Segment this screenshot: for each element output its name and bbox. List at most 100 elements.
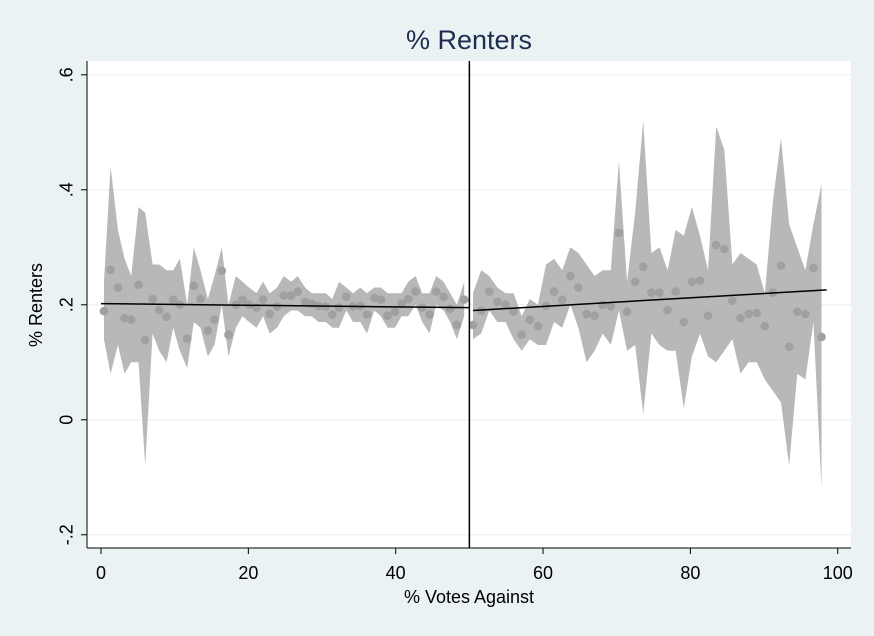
bin-point (663, 305, 672, 315)
bin-point (728, 296, 737, 306)
bin-point (162, 312, 171, 322)
bin-point (196, 294, 205, 304)
bin-point (590, 311, 599, 321)
bin-point (182, 334, 192, 344)
bin-point (517, 330, 526, 339)
bin-point (238, 295, 247, 304)
x-tick-label: 60 (533, 563, 553, 583)
x-tick-label: 20 (238, 563, 258, 583)
y-tick-label: .6 (57, 67, 77, 82)
bin-point (468, 320, 478, 330)
bin-point (328, 310, 337, 319)
bin-point (622, 307, 632, 316)
bin-point (224, 330, 233, 339)
bin-point (582, 309, 591, 319)
bin-point (362, 310, 372, 319)
bin-point (533, 321, 543, 331)
bin-point (265, 309, 275, 319)
bin-point (484, 287, 494, 296)
bin-point (272, 302, 282, 311)
bin-point (671, 287, 680, 296)
bin-point (809, 263, 818, 273)
y-tick-label: 0 (57, 415, 77, 425)
bin-point (217, 266, 227, 276)
y-tick-label: .4 (57, 182, 77, 197)
bin-point (817, 332, 826, 342)
bin-point (106, 265, 115, 275)
bin-point (445, 304, 455, 314)
bin-point (342, 292, 351, 302)
bin-point (566, 271, 575, 281)
x-tick-label: 100 (823, 563, 853, 583)
bin-point (452, 320, 462, 330)
x-tick-label: 80 (680, 563, 700, 583)
bin-point (411, 287, 420, 296)
bin-point (760, 321, 770, 331)
bin-point (574, 283, 583, 292)
confidence-band (103, 166, 465, 466)
bin-point (300, 297, 310, 307)
bin-point (557, 295, 567, 304)
bin-point (776, 261, 786, 270)
fit-line (100, 302, 470, 309)
bin-point (655, 288, 664, 298)
y-tick-label: -.2 (57, 524, 77, 545)
bin-point (390, 307, 400, 316)
bin-point (210, 315, 219, 325)
x-tick-label: 0 (96, 563, 106, 583)
bin-point (120, 313, 129, 323)
bin-point (425, 310, 434, 319)
bin-point (134, 280, 143, 289)
bin-point (493, 297, 502, 307)
bin-point (792, 307, 802, 316)
confidence-band (473, 120, 822, 489)
bin-point (376, 295, 386, 304)
bin-point (431, 287, 441, 296)
x-axis-label: % Votes Against (404, 587, 534, 607)
bin-point (736, 313, 745, 323)
bin-point (334, 303, 344, 312)
bin-point (614, 228, 624, 238)
bin-point (752, 308, 761, 318)
bin-point (113, 283, 123, 292)
bin-point (784, 342, 794, 352)
bin-point (695, 276, 705, 285)
bin-point (286, 291, 296, 300)
bin-point (711, 240, 721, 250)
bin-point (719, 244, 729, 254)
x-tick-label: 40 (386, 563, 406, 583)
bin-point (638, 262, 648, 272)
bin-point (687, 277, 697, 287)
bin-point (397, 299, 406, 308)
y-axis-label: % Renters (26, 263, 46, 347)
bin-point (606, 302, 616, 311)
bin-point (189, 281, 199, 291)
bin-point (630, 277, 640, 287)
bin-point (439, 292, 448, 302)
bin-point (370, 293, 379, 303)
fit-line (473, 289, 827, 312)
bin-point (703, 311, 713, 321)
bin-point (501, 300, 510, 310)
chart-title: % Renters (406, 25, 532, 55)
bin-point (525, 315, 535, 325)
bin-point (549, 287, 559, 296)
bin-point (154, 305, 164, 315)
bin-point (279, 291, 289, 300)
y-tick-label: .2 (57, 297, 77, 312)
bin-point (403, 294, 413, 304)
bin-point (126, 315, 136, 325)
bin-point (679, 317, 689, 327)
bin-point (383, 311, 392, 321)
bin-point (258, 295, 268, 304)
bin-point (509, 307, 518, 316)
bin-point (148, 294, 157, 304)
bin-point (647, 288, 656, 298)
bin-point (168, 295, 178, 304)
bin-point (99, 306, 109, 316)
bin-point (140, 335, 150, 345)
bin-point (801, 309, 810, 319)
bin-point (203, 326, 213, 335)
bin-point (598, 300, 608, 310)
